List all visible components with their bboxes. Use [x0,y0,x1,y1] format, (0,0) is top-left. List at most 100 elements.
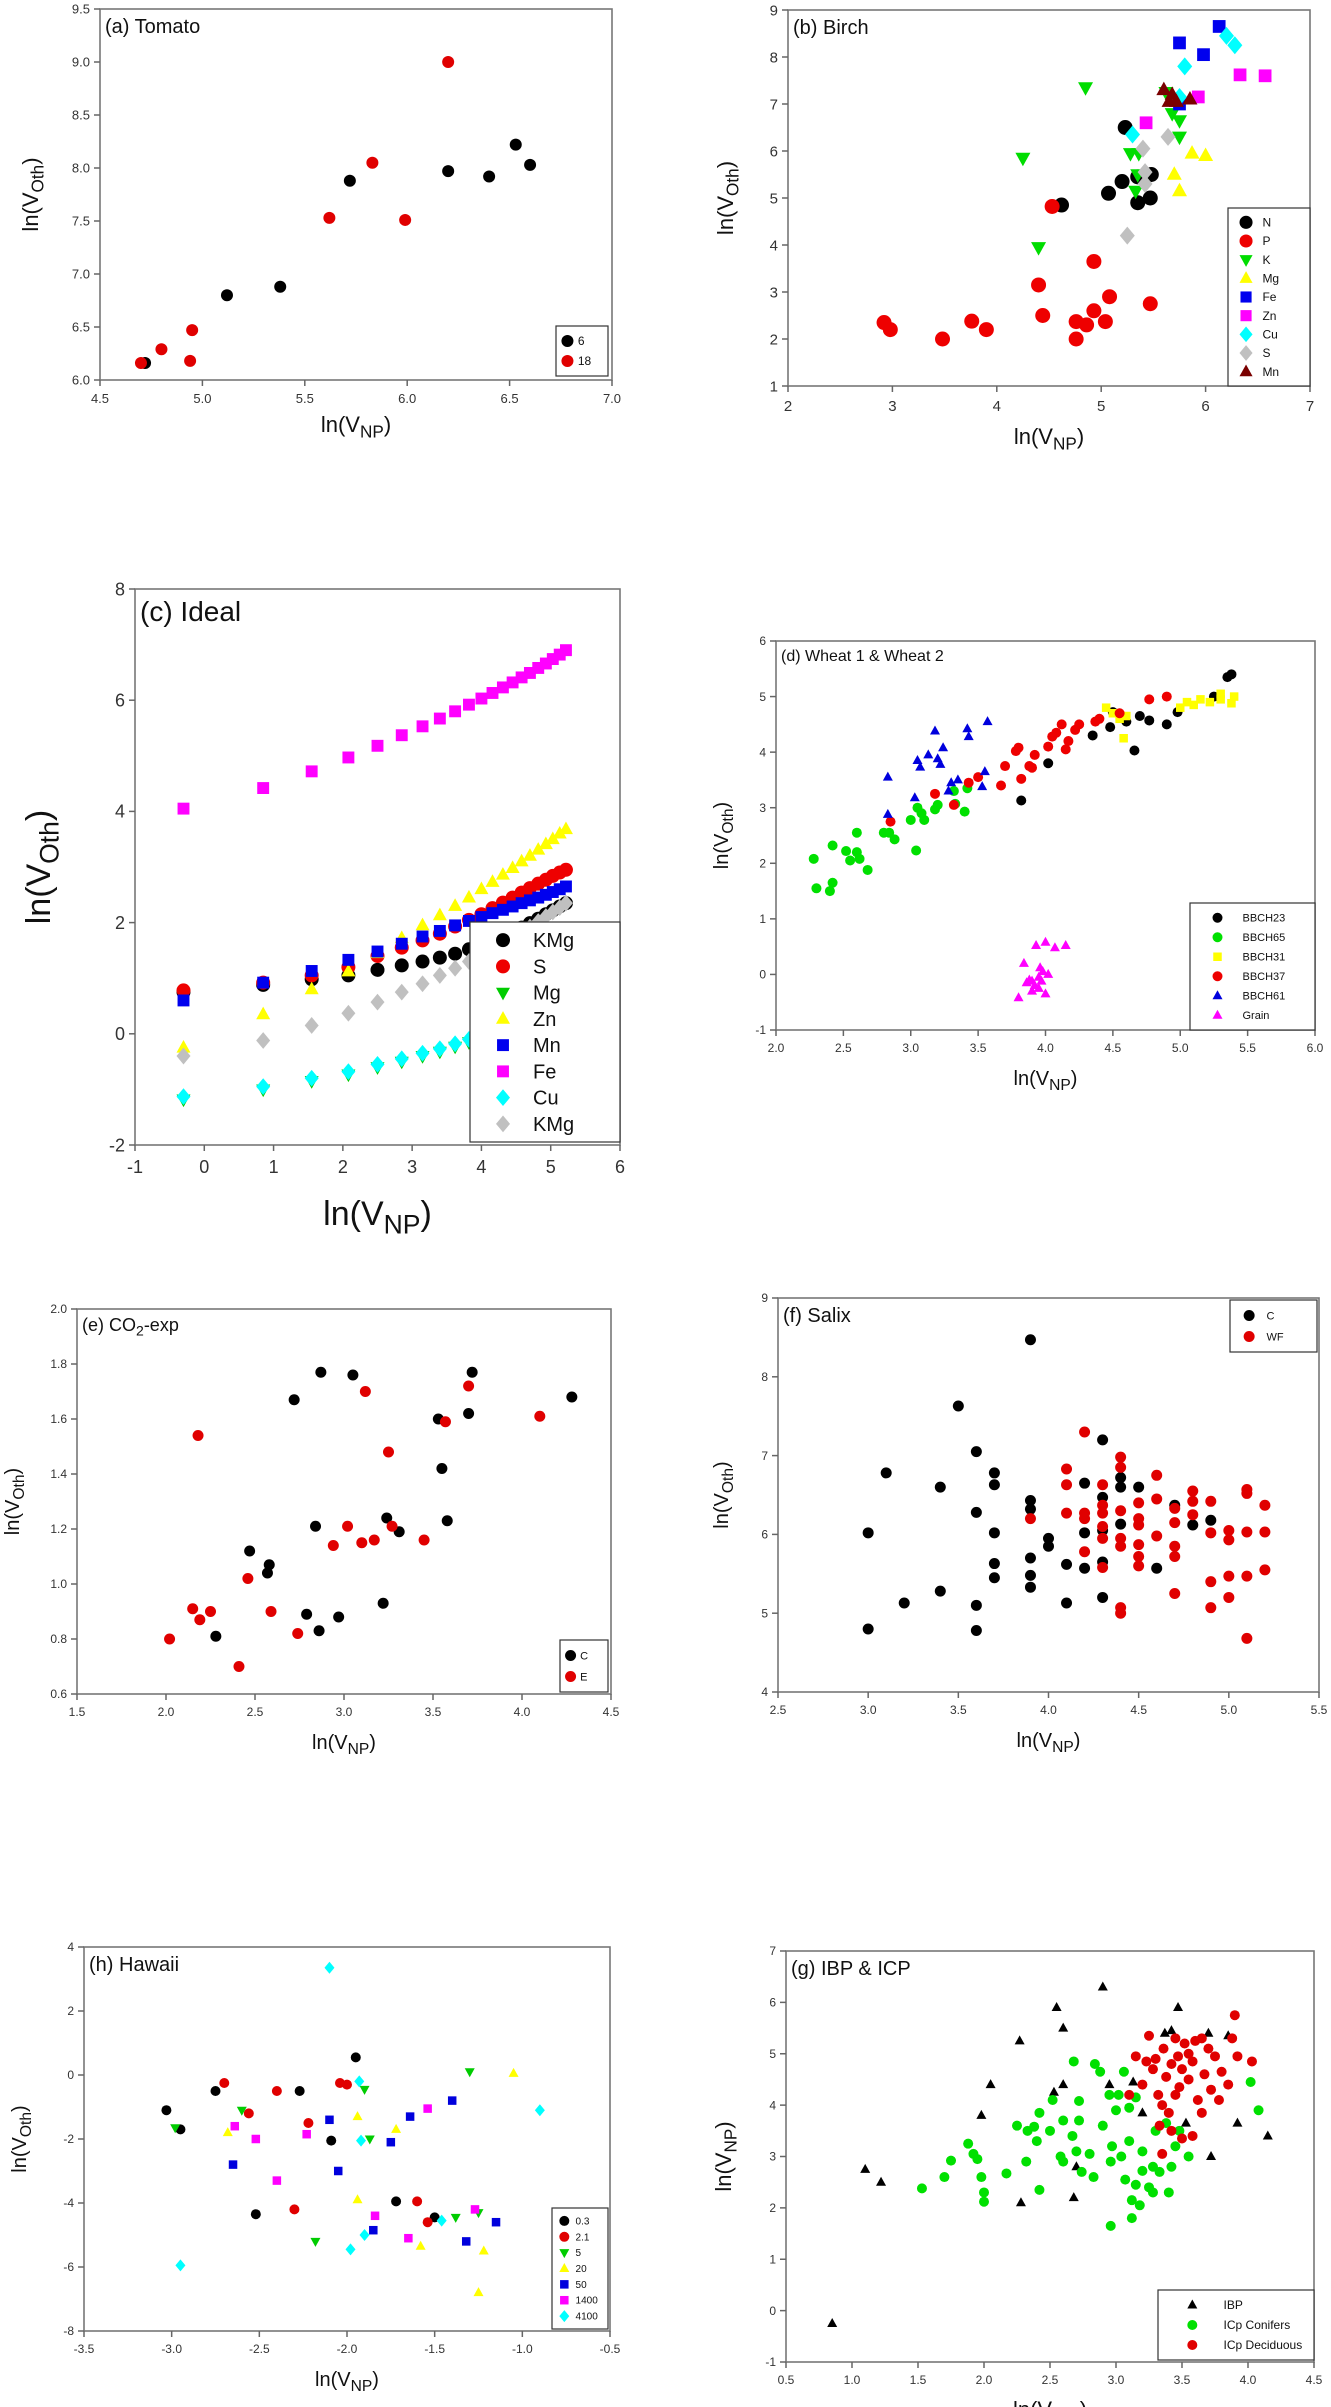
legend-marker [1213,952,1222,961]
data-point [1166,166,1182,180]
data-point [841,846,852,857]
data-point [553,648,566,661]
data-point [1089,2059,1100,2070]
legend-marker [559,2263,570,2272]
data-point [1016,795,1027,806]
x-axis-label: ln(VNP) [312,1732,376,1758]
data-point [1187,1509,1199,1521]
x-tick-label: 3.0 [1108,2373,1125,2387]
y-tick-label: 1.4 [50,1467,67,1481]
data-point [177,802,190,815]
data-point [386,2137,396,2147]
data-point [1173,2002,1184,2012]
series-c [210,1366,578,1642]
series-1400 [230,2104,480,2243]
series-zn [1139,68,1272,130]
data-point [1170,2141,1181,2152]
data-point [1133,1497,1145,1509]
x-tick-label: 4.0 [1240,2373,1257,2387]
label-text: (h) Hawaii [89,1954,179,1976]
legend-label: Zn [533,1009,556,1031]
data-point [963,2138,974,2149]
data-point [394,983,409,1001]
legend-label: BBCH65 [1243,932,1286,944]
data-point [478,2245,489,2255]
data-point [495,867,510,880]
x-tick-label: -1.0 [512,2342,533,2356]
legend-label: S [1262,346,1270,360]
x-axis-label: ln(VNP) [1014,424,1084,454]
legend-marker [1240,310,1252,322]
data-point [1035,308,1051,323]
data-point [1097,1561,1109,1573]
data-point [1169,1502,1181,1514]
data-point [1047,2094,1058,2105]
label-text: ln(V [315,2369,351,2391]
data-point [1133,1550,1145,1562]
data-point [356,1537,368,1549]
data-point [979,2196,989,2207]
data-point [236,2106,247,2116]
y-tick-label: 7 [770,96,778,113]
data-point [394,1050,409,1068]
data-point [429,2212,440,2223]
x-tick-label: 3.5 [1174,2373,1191,2387]
label-subscript: NP [1049,1077,1071,1094]
label-text: ln(V [9,2136,31,2172]
data-point [1158,2043,1169,2054]
data-point [1024,1513,1036,1525]
data-point [934,1585,946,1597]
data-point [988,1527,1000,1539]
label-subscript: Oth [18,2112,35,2137]
label-text: ln(V [713,196,738,235]
legend-marker [1239,345,1253,361]
data-point [1024,1334,1036,1346]
data-point [1044,198,1060,214]
data-point [1097,1434,1109,1446]
data-point [463,914,475,927]
label-text: (g) IBP & ICP [791,1958,911,1980]
data-point [310,1520,322,1532]
data-point [1259,1564,1271,1576]
x-tick-label: 3.0 [860,1703,877,1717]
data-point [370,962,385,977]
data-point [546,886,559,898]
data-point [423,2104,432,2113]
data-point [176,1047,191,1065]
panel-f: 2.5 3.0 3.5 4.0 4.5 5.0 5.5 4 5 6 7 8 9 (f) Salix ln(V… [711,1291,1328,1756]
data-point [1241,1487,1253,1499]
data-point [433,924,446,937]
legend-marker [559,2215,570,2226]
data-point [370,993,385,1011]
data-point [566,1391,578,1403]
y-tick-label: 4 [769,2098,776,2112]
data-point [326,2135,337,2146]
data-point [464,2068,475,2078]
data-point [439,1416,451,1428]
data-point [1045,2125,1055,2136]
label-text: ln(V [711,2152,736,2191]
data-point [250,2209,261,2220]
data-point [930,788,941,799]
data-point [371,945,384,958]
data-point [1076,2166,1087,2177]
data-point [475,911,488,923]
x-tick-label: 0 [199,1157,209,1177]
data-point [1097,2120,1108,2131]
y-tick-label: -4 [63,2196,74,2210]
data-point [1133,1519,1145,1531]
data-point [422,2217,433,2228]
label-text: (c) Ideal [140,596,241,627]
data-point [466,1366,478,1378]
data-point [1115,1505,1127,1517]
data-point [463,1380,475,1392]
data-point [905,814,916,825]
data-point [1115,1532,1127,1544]
y-tick-label: 1.2 [50,1522,67,1536]
data-point [1130,2179,1141,2190]
series-0-3 [161,2052,440,2223]
data-point [1144,694,1155,705]
label-text: ln(V [1017,1730,1053,1752]
data-point [448,946,463,961]
y-tick-label: 7.0 [72,267,90,282]
